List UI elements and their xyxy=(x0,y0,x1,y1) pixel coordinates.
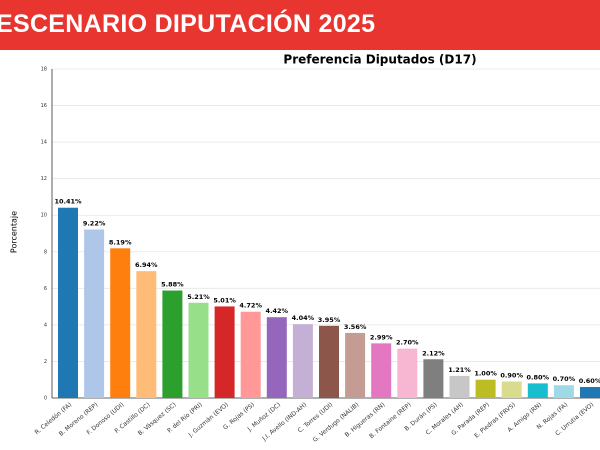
bar xyxy=(136,271,157,398)
bar xyxy=(553,385,574,398)
value-label: 3.95% xyxy=(318,316,341,324)
bar xyxy=(84,229,105,398)
value-label: 1.21% xyxy=(448,366,471,374)
header: ESCENARIO DIPUTACIÓN 2025 xyxy=(0,0,600,50)
bar xyxy=(110,248,131,398)
value-label: 0.60% xyxy=(579,377,600,385)
y-tick-label: 0 xyxy=(44,396,47,402)
y-axis-label: Porcentaje xyxy=(10,211,19,253)
y-tick-label: 18 xyxy=(41,67,47,73)
value-label: 0.90% xyxy=(500,372,523,380)
y-tick-label: 4 xyxy=(44,322,47,328)
value-label: 5.88% xyxy=(161,281,184,289)
value-label: 5.01% xyxy=(213,296,236,304)
bar xyxy=(371,343,392,398)
x-tick-label: J.I. Avello (IND-AH) xyxy=(260,401,308,443)
value-label: 1.00% xyxy=(474,370,497,378)
value-label: 0.70% xyxy=(553,375,576,383)
bar xyxy=(423,359,444,398)
value-label: 4.04% xyxy=(292,314,315,322)
value-label: 0.80% xyxy=(527,373,550,381)
bar xyxy=(58,207,78,398)
bar xyxy=(345,332,366,398)
bar xyxy=(188,302,209,398)
header-title: ESCENARIO DIPUTACIÓN 2025 xyxy=(0,10,376,38)
value-label: 8.19% xyxy=(109,238,132,246)
value-label: 3.56% xyxy=(344,323,367,331)
bar xyxy=(266,317,287,398)
value-label: 10.41% xyxy=(54,198,82,206)
value-label: 2.12% xyxy=(422,349,445,357)
y-tick-label: 12 xyxy=(41,176,47,182)
value-label: 2.99% xyxy=(370,333,393,341)
y-tick-label: 2 xyxy=(44,359,47,365)
x-tick-label: G. Verdugo (NALIB) xyxy=(312,401,361,443)
y-tick-label: 14 xyxy=(41,140,47,146)
bar xyxy=(292,324,313,398)
bar xyxy=(214,306,235,398)
y-tick-label: 10 xyxy=(41,213,47,219)
value-label: 2.70% xyxy=(396,339,419,347)
value-label: 4.72% xyxy=(239,302,262,310)
bar xyxy=(319,325,339,398)
y-tick-label: 8 xyxy=(44,249,47,255)
bar xyxy=(397,348,418,398)
value-label: 6.94% xyxy=(135,261,158,269)
value-label: 5.21% xyxy=(187,293,210,301)
chart-title: Preferencia Diputados (D17) xyxy=(283,53,476,67)
value-label: 9.22% xyxy=(83,219,106,227)
bar xyxy=(449,375,470,398)
y-tick-label: 6 xyxy=(44,286,47,292)
bar xyxy=(501,381,522,398)
bar xyxy=(527,383,548,398)
bar xyxy=(240,311,261,398)
y-tick-label: 16 xyxy=(41,103,47,109)
bar xyxy=(580,387,600,398)
value-label: 4.42% xyxy=(266,307,289,315)
bar xyxy=(162,290,183,398)
bar xyxy=(475,379,496,398)
